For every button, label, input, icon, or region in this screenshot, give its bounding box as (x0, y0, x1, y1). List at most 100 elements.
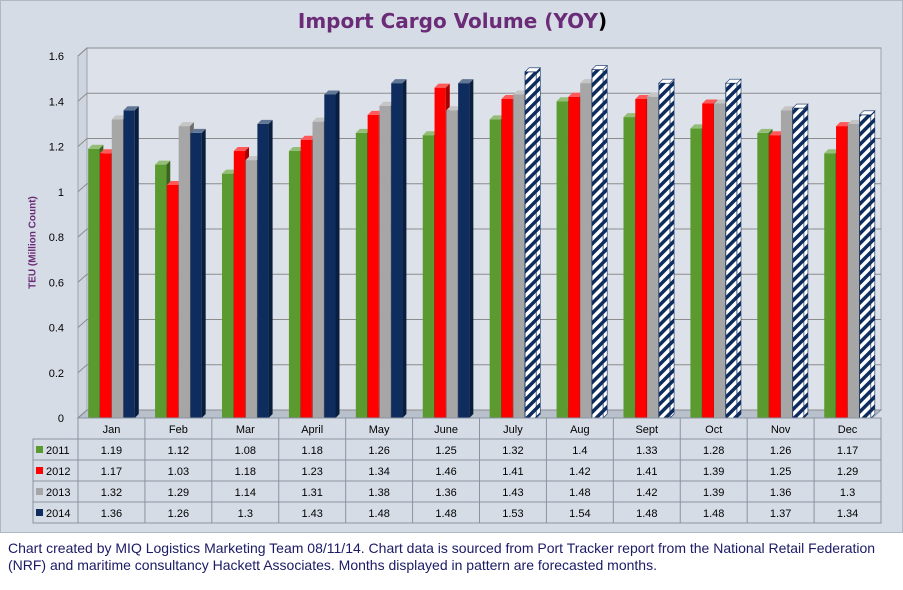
x-tick-label: June (434, 424, 458, 436)
bar-top (725, 78, 742, 84)
legend-label: 2011 (46, 445, 70, 457)
bar-top (379, 101, 395, 106)
bar-top (257, 119, 273, 124)
bar-top (221, 169, 238, 174)
bar-top (288, 147, 305, 152)
bar (725, 78, 742, 419)
gridline (77, 273, 881, 283)
y-tick-label: 0.6 (49, 277, 64, 289)
bar-front (355, 132, 368, 419)
bar-front (434, 87, 446, 419)
bar-front (324, 94, 336, 419)
legend-swatch (36, 488, 43, 495)
bar-front (524, 71, 537, 419)
bar-front (501, 98, 513, 419)
data-label: 1.33 (636, 445, 657, 457)
bar-front (635, 98, 647, 419)
data-label: 1.12 (168, 445, 189, 457)
bar-front (458, 83, 470, 419)
data-label: 1.03 (168, 466, 189, 478)
bar-front (714, 103, 726, 418)
bar-front (288, 151, 301, 418)
bar-top (702, 99, 718, 104)
x-tick-label: Jan (103, 424, 121, 436)
bar-side (535, 67, 541, 419)
bar-side (201, 128, 206, 419)
bar-top (769, 131, 785, 136)
data-label: 1.39 (703, 487, 724, 499)
x-tick-label: Nov (771, 424, 791, 436)
x-tick-label: July (503, 424, 523, 436)
x-tick-label: April (301, 424, 323, 436)
bar-front (155, 164, 167, 418)
bar-top (300, 135, 316, 140)
legend-swatch (36, 446, 43, 453)
data-label: 1.48 (569, 487, 590, 499)
bar-top (190, 128, 206, 133)
bar-top (312, 117, 328, 122)
data-label: 1.39 (703, 466, 724, 478)
y-tick-label: 1 (58, 187, 64, 199)
bar-front (111, 119, 123, 418)
x-tick-label: Oct (705, 424, 722, 436)
data-label: 1.32 (502, 445, 523, 457)
data-label: 1.36 (435, 487, 456, 499)
bar-front (859, 114, 872, 419)
bar-top (858, 110, 876, 116)
data-label: 1.3 (840, 487, 855, 499)
data-label: 1.25 (770, 466, 791, 478)
bar-front (446, 110, 458, 419)
data-label: 1.17 (101, 466, 122, 478)
bar (190, 128, 206, 419)
bar-top (690, 124, 706, 129)
bar (458, 79, 474, 419)
bar-front (178, 126, 190, 418)
gridline (77, 92, 881, 102)
bar-top (836, 122, 852, 127)
bar-front (88, 148, 100, 418)
bar (257, 119, 273, 418)
bar-front (658, 82, 671, 419)
bar-front (190, 132, 202, 419)
data-label: 1.43 (502, 487, 523, 499)
bar-top (524, 67, 541, 73)
bar-top (123, 106, 139, 111)
bar (123, 106, 139, 419)
legend-swatch (36, 467, 43, 474)
y-tick-label: 0.8 (49, 232, 64, 244)
x-tick-label: Dec (838, 424, 858, 436)
bar (324, 90, 340, 419)
bar-front (123, 110, 135, 419)
bar-front (702, 103, 714, 418)
data-label: 1.53 (502, 508, 523, 520)
legend-swatch (36, 509, 43, 516)
data-label: 1.48 (703, 508, 724, 520)
bar-front (757, 132, 769, 419)
bar-front (166, 184, 179, 418)
bar-top (88, 144, 104, 149)
bar-front (556, 101, 568, 418)
data-label: 1.14 (235, 487, 256, 499)
bar-top (355, 128, 372, 133)
data-label: 1.34 (368, 466, 389, 478)
data-label: 1.36 (770, 487, 791, 499)
bar-front (257, 123, 269, 418)
bar-top (155, 160, 171, 165)
bar-top (824, 149, 840, 154)
y-tick-label: 0.2 (49, 368, 64, 380)
bar (858, 110, 876, 419)
y-tick-label: 0.4 (49, 323, 64, 335)
bar-top (556, 97, 572, 102)
bar-top (391, 79, 407, 84)
bar-side (803, 103, 809, 419)
data-label: 1.26 (368, 445, 389, 457)
x-tick-label: Aug (570, 424, 590, 436)
chart-plot: 0 0.2 0.4 0.6 0.8 1 1.2 1.4 1.6 Jan Feb Mar April Ma… (32, 46, 883, 524)
gridline (77, 47, 881, 57)
bar-side (602, 64, 608, 419)
legend-label: 2014 (46, 508, 70, 520)
bar-top (489, 115, 505, 120)
bar-top (635, 94, 651, 99)
bar-front (99, 153, 112, 418)
bar-side (268, 119, 273, 418)
